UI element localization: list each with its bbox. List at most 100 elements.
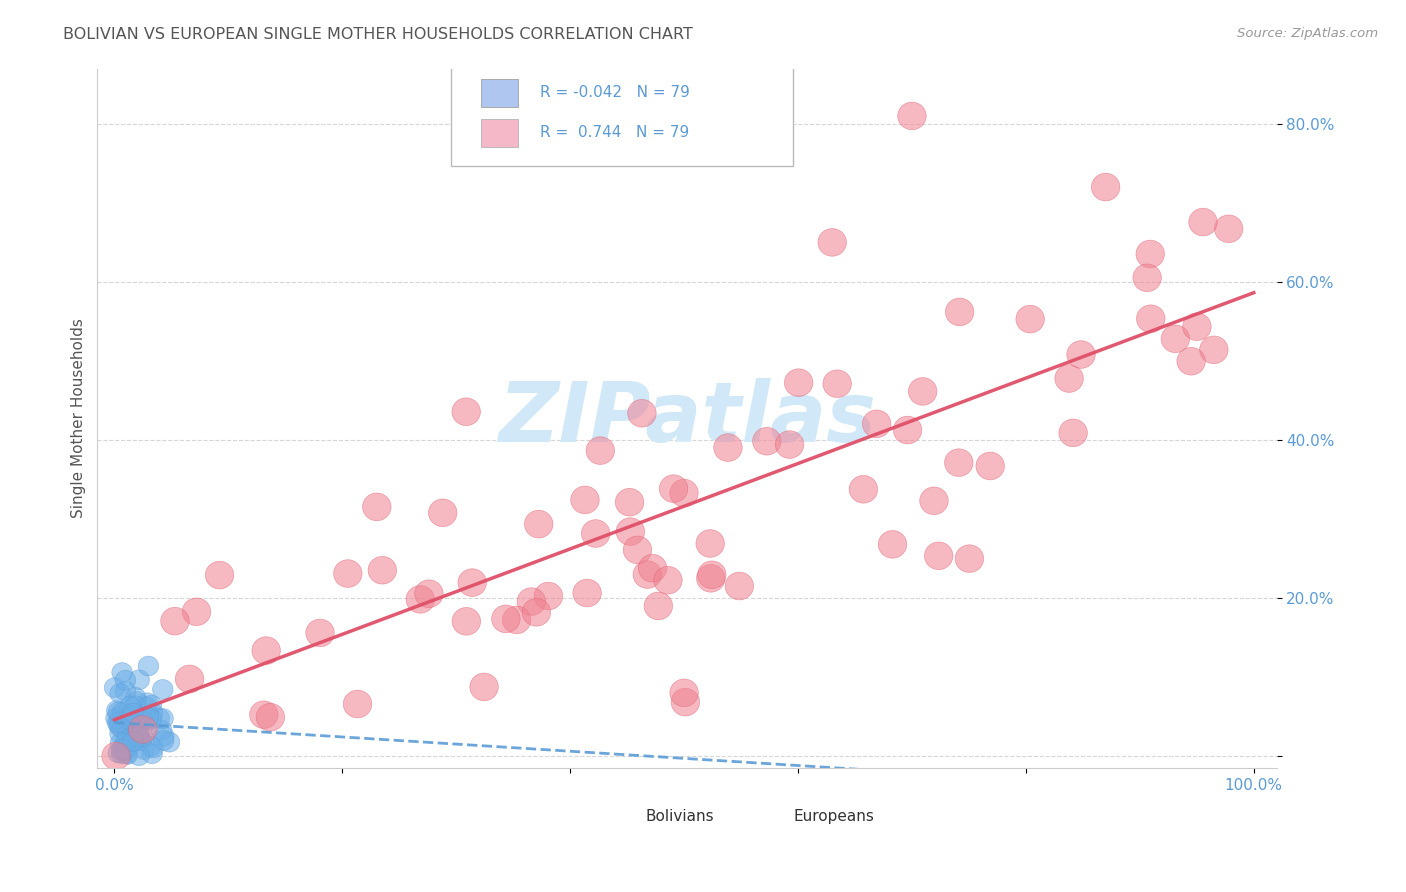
Ellipse shape: [920, 487, 948, 515]
Ellipse shape: [451, 398, 481, 425]
Ellipse shape: [141, 695, 162, 715]
Ellipse shape: [118, 720, 139, 739]
Ellipse shape: [118, 745, 138, 764]
Ellipse shape: [105, 708, 127, 728]
Ellipse shape: [122, 723, 143, 742]
Ellipse shape: [111, 739, 132, 759]
Ellipse shape: [406, 585, 434, 613]
Ellipse shape: [333, 560, 363, 588]
Ellipse shape: [125, 688, 146, 707]
Ellipse shape: [142, 703, 163, 723]
Ellipse shape: [132, 727, 153, 747]
Ellipse shape: [458, 569, 486, 597]
FancyBboxPatch shape: [481, 119, 519, 147]
Text: R =  0.744   N = 79: R = 0.744 N = 79: [540, 126, 689, 140]
FancyBboxPatch shape: [758, 807, 783, 830]
Ellipse shape: [1161, 325, 1189, 352]
Ellipse shape: [132, 731, 152, 750]
Ellipse shape: [117, 744, 138, 764]
Ellipse shape: [368, 557, 396, 584]
FancyBboxPatch shape: [451, 62, 793, 167]
Ellipse shape: [111, 702, 132, 723]
Ellipse shape: [129, 746, 149, 765]
Ellipse shape: [945, 449, 973, 476]
Text: Europeans: Europeans: [793, 809, 875, 824]
Ellipse shape: [127, 731, 146, 751]
Ellipse shape: [823, 370, 852, 398]
Ellipse shape: [118, 709, 138, 729]
Ellipse shape: [633, 561, 662, 589]
Ellipse shape: [429, 499, 457, 526]
Ellipse shape: [110, 683, 131, 703]
Ellipse shape: [893, 417, 922, 444]
Ellipse shape: [120, 696, 141, 715]
Ellipse shape: [785, 368, 813, 396]
Ellipse shape: [124, 718, 143, 739]
Ellipse shape: [120, 736, 139, 756]
Ellipse shape: [470, 673, 498, 701]
Ellipse shape: [572, 579, 602, 607]
Ellipse shape: [111, 744, 132, 764]
Ellipse shape: [714, 434, 742, 461]
Ellipse shape: [256, 703, 284, 731]
Ellipse shape: [138, 707, 159, 727]
Ellipse shape: [128, 723, 149, 742]
Ellipse shape: [1136, 305, 1166, 333]
Text: Source: ZipAtlas.com: Source: ZipAtlas.com: [1237, 27, 1378, 40]
Ellipse shape: [669, 479, 699, 507]
Ellipse shape: [945, 298, 974, 326]
Ellipse shape: [1059, 419, 1087, 447]
Ellipse shape: [153, 708, 173, 729]
Ellipse shape: [586, 437, 614, 465]
Text: ZIPatlas: ZIPatlas: [498, 377, 876, 458]
Ellipse shape: [616, 489, 644, 516]
Ellipse shape: [1182, 313, 1211, 341]
Text: Bolivians: Bolivians: [645, 809, 714, 824]
Ellipse shape: [141, 737, 160, 756]
Ellipse shape: [111, 706, 132, 726]
Ellipse shape: [152, 720, 172, 739]
Ellipse shape: [122, 724, 143, 744]
Ellipse shape: [571, 486, 599, 514]
Ellipse shape: [623, 536, 652, 564]
Ellipse shape: [143, 738, 163, 758]
Ellipse shape: [114, 741, 134, 761]
Ellipse shape: [638, 555, 666, 582]
Ellipse shape: [752, 427, 782, 455]
Ellipse shape: [128, 715, 148, 735]
Ellipse shape: [108, 716, 129, 736]
Ellipse shape: [101, 742, 131, 770]
Ellipse shape: [205, 561, 233, 589]
Ellipse shape: [176, 665, 204, 693]
Ellipse shape: [117, 727, 136, 747]
Ellipse shape: [111, 712, 132, 732]
Ellipse shape: [925, 542, 953, 570]
Ellipse shape: [1067, 341, 1095, 368]
Y-axis label: Single Mother Households: Single Mother Households: [72, 318, 86, 518]
FancyBboxPatch shape: [610, 807, 637, 830]
Ellipse shape: [153, 731, 174, 750]
Ellipse shape: [862, 410, 891, 438]
Ellipse shape: [125, 696, 145, 715]
Ellipse shape: [110, 723, 131, 744]
Ellipse shape: [343, 690, 371, 718]
Ellipse shape: [114, 742, 135, 762]
Ellipse shape: [117, 714, 136, 734]
Ellipse shape: [124, 703, 143, 723]
Ellipse shape: [1189, 208, 1218, 235]
Ellipse shape: [107, 700, 127, 721]
Ellipse shape: [117, 734, 136, 754]
Ellipse shape: [107, 713, 128, 732]
Ellipse shape: [115, 733, 135, 753]
Ellipse shape: [108, 710, 129, 731]
Ellipse shape: [108, 743, 128, 763]
Ellipse shape: [1091, 173, 1121, 201]
Ellipse shape: [305, 619, 335, 647]
Ellipse shape: [879, 531, 907, 558]
Ellipse shape: [121, 715, 142, 735]
Ellipse shape: [128, 707, 148, 727]
Ellipse shape: [128, 715, 157, 743]
Ellipse shape: [1136, 240, 1164, 268]
Ellipse shape: [522, 599, 551, 626]
Ellipse shape: [415, 580, 443, 607]
